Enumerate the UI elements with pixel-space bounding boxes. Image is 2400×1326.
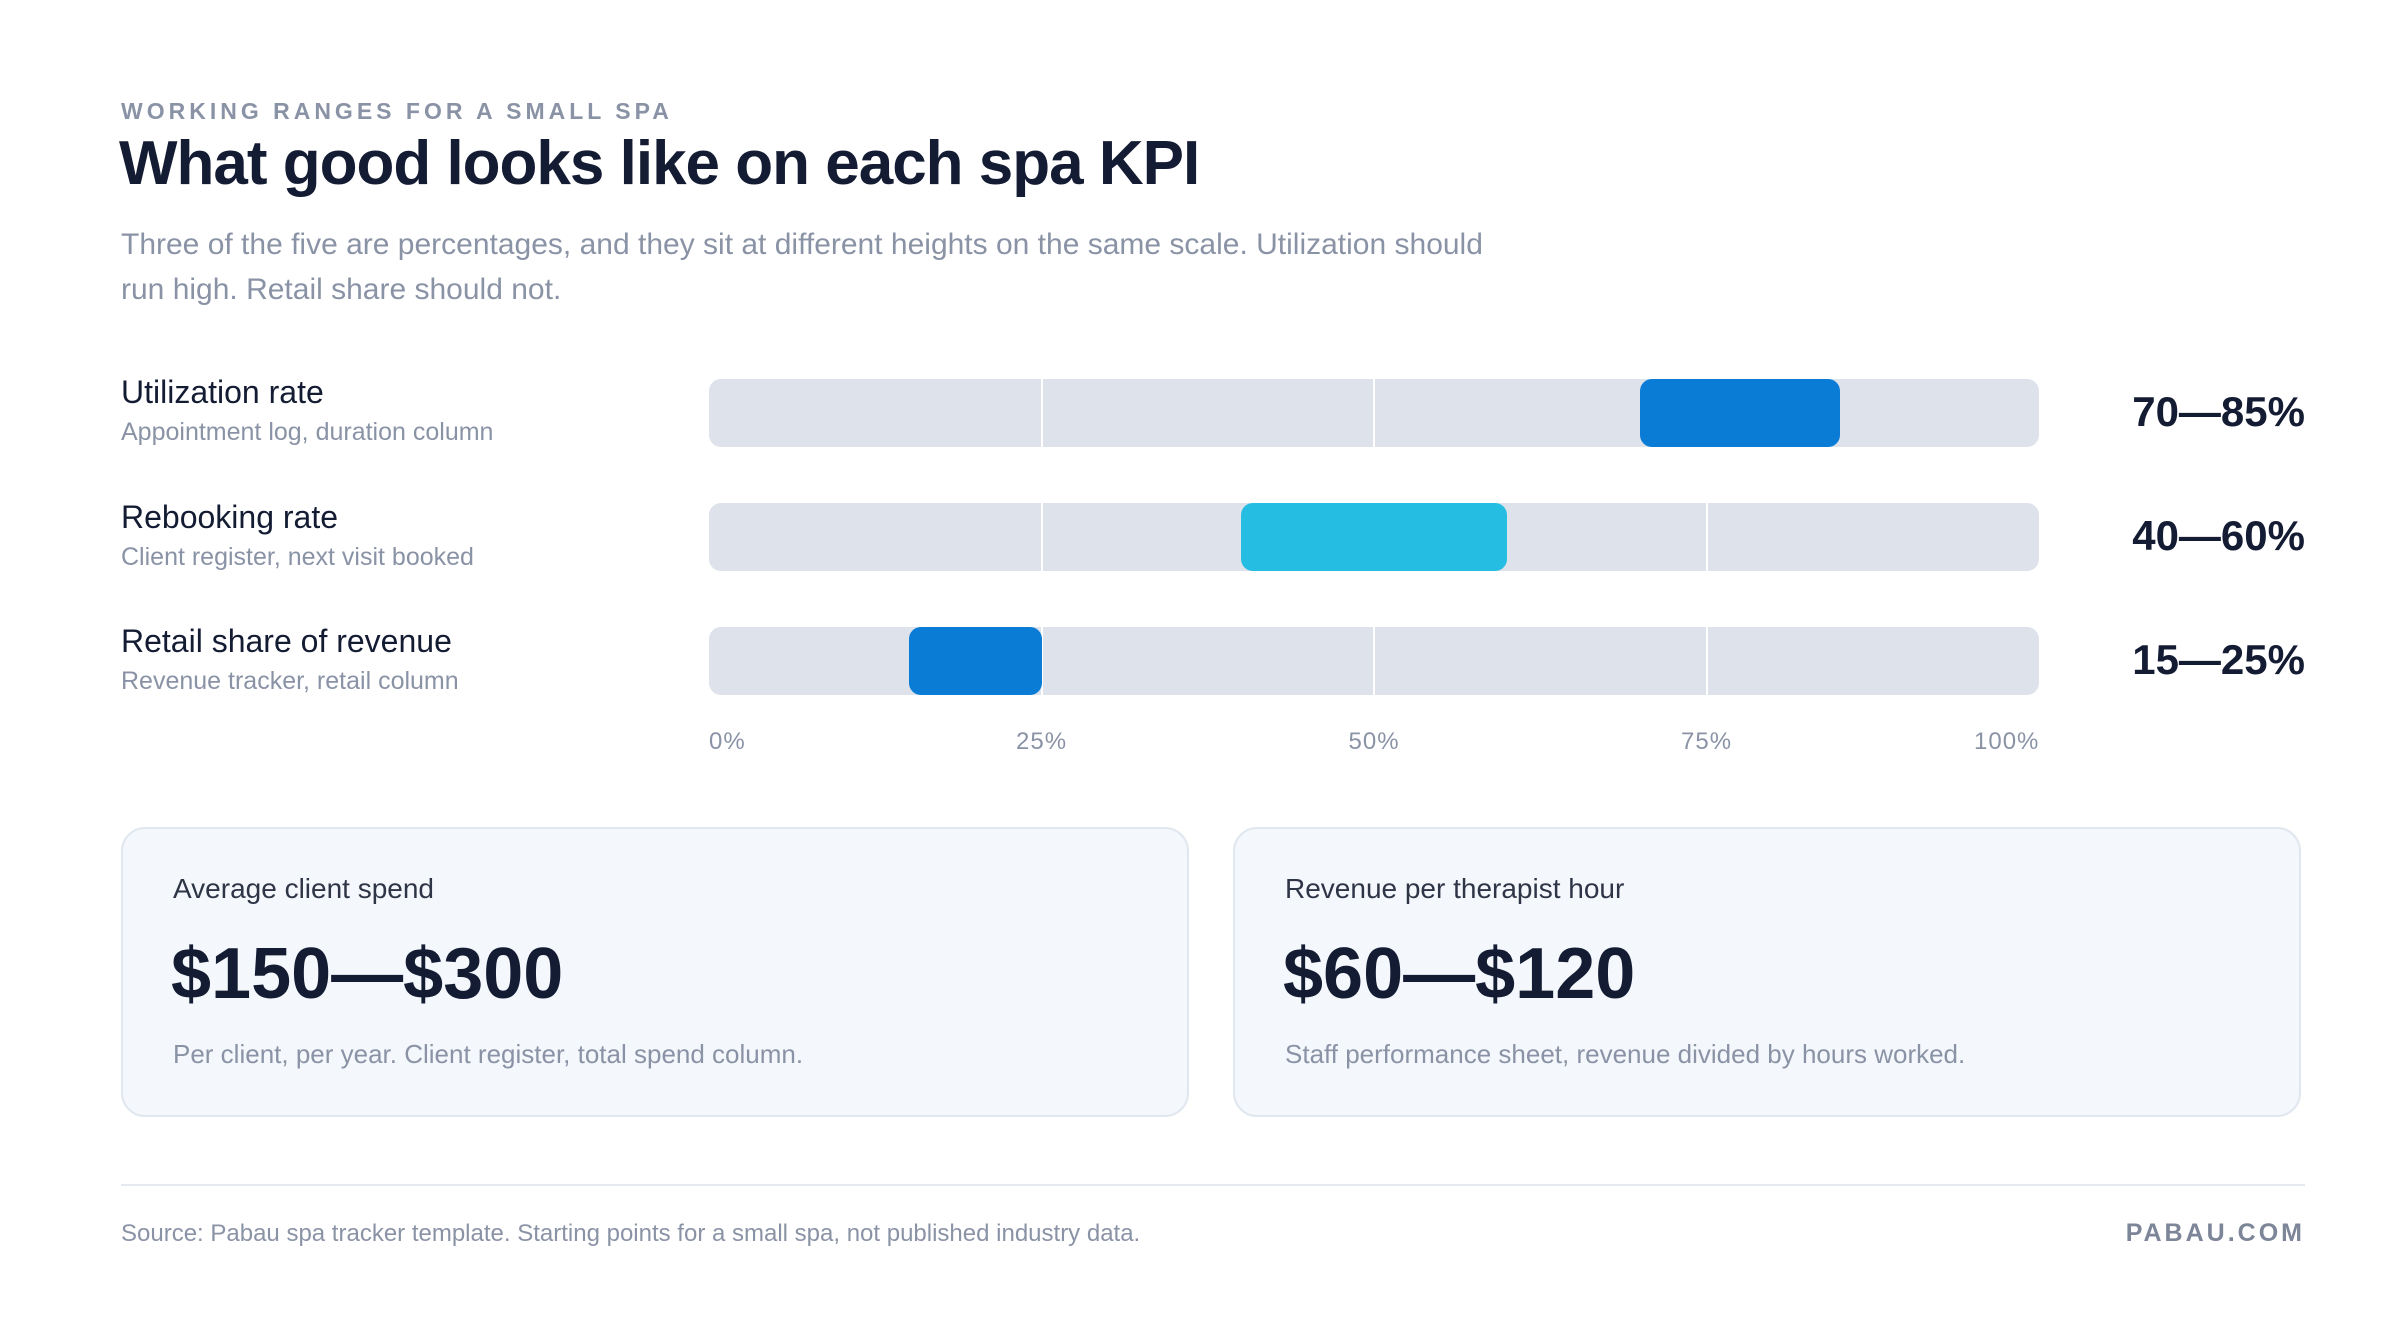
source-note: Source: Pabau spa tracker template. Star… <box>121 1220 1141 1247</box>
card-note: Staff performance sheet, revenue divided… <box>1285 1039 1966 1069</box>
range-track-retail <box>709 627 2039 695</box>
row-name: Retail share of revenue <box>121 623 452 659</box>
kpi-card-revenue-per-hour: Revenue per therapist hour $60—$120 Staf… <box>1233 827 2301 1117</box>
range-value: 70—85% <box>2132 388 2305 435</box>
gridline <box>1705 503 1708 571</box>
gridline <box>1040 379 1043 447</box>
range-bar <box>1640 379 1840 447</box>
row-label-retail: Retail share of revenue Revenue tracker,… <box>121 621 459 699</box>
row-source: Appointment log, duration column <box>121 418 494 446</box>
range-track-rebooking <box>709 503 2039 571</box>
footer-divider <box>121 1184 2305 1186</box>
range-track-utilization <box>709 379 2039 447</box>
row-label-rebooking: Rebooking rate Client register, next vis… <box>121 497 474 575</box>
row-source: Revenue tracker, retail column <box>121 667 459 695</box>
eyebrow: WORKING RANGES FOR A SMALL SPA <box>121 98 673 124</box>
tick-label: 75% <box>1681 728 1733 755</box>
kpi-card-avg-spend: Average client spend $150—$300 Per clien… <box>121 827 1189 1117</box>
range-value: 40—60% <box>2132 512 2305 559</box>
tick-label: 100% <box>1974 728 2040 755</box>
page-title: What good looks like on each spa KPI <box>119 129 1200 198</box>
subtitle: Three of the five are percentages, and t… <box>121 228 1483 306</box>
card-value: $150—$300 <box>171 934 564 1014</box>
row-source: Client register, next visit booked <box>121 543 474 571</box>
row-label-utilization: Utilization rate Appointment log, durati… <box>121 372 493 450</box>
gridline <box>1373 379 1375 447</box>
range-value: 15—25% <box>2132 636 2305 683</box>
card-value: $60—$120 <box>1283 934 1636 1014</box>
brand-link[interactable]: PABAU.COM <box>2125 1219 2305 1247</box>
gridline <box>1040 627 1043 695</box>
card-label: Average client spend <box>173 873 434 904</box>
tick-label: 25% <box>1016 728 1068 755</box>
range-bar <box>908 627 1042 695</box>
gridline <box>1705 627 1708 695</box>
range-bar <box>1241 503 1507 571</box>
tick-label: 50% <box>1348 728 1400 755</box>
gridline <box>1373 627 1375 695</box>
row-name: Rebooking rate <box>121 499 339 535</box>
tick-label: 0% <box>709 728 746 755</box>
row-name: Utilization rate <box>121 374 324 410</box>
gridline <box>1040 503 1043 571</box>
card-note: Per client, per year. Client register, t… <box>173 1039 804 1069</box>
card-label: Revenue per therapist hour <box>1285 873 1625 904</box>
